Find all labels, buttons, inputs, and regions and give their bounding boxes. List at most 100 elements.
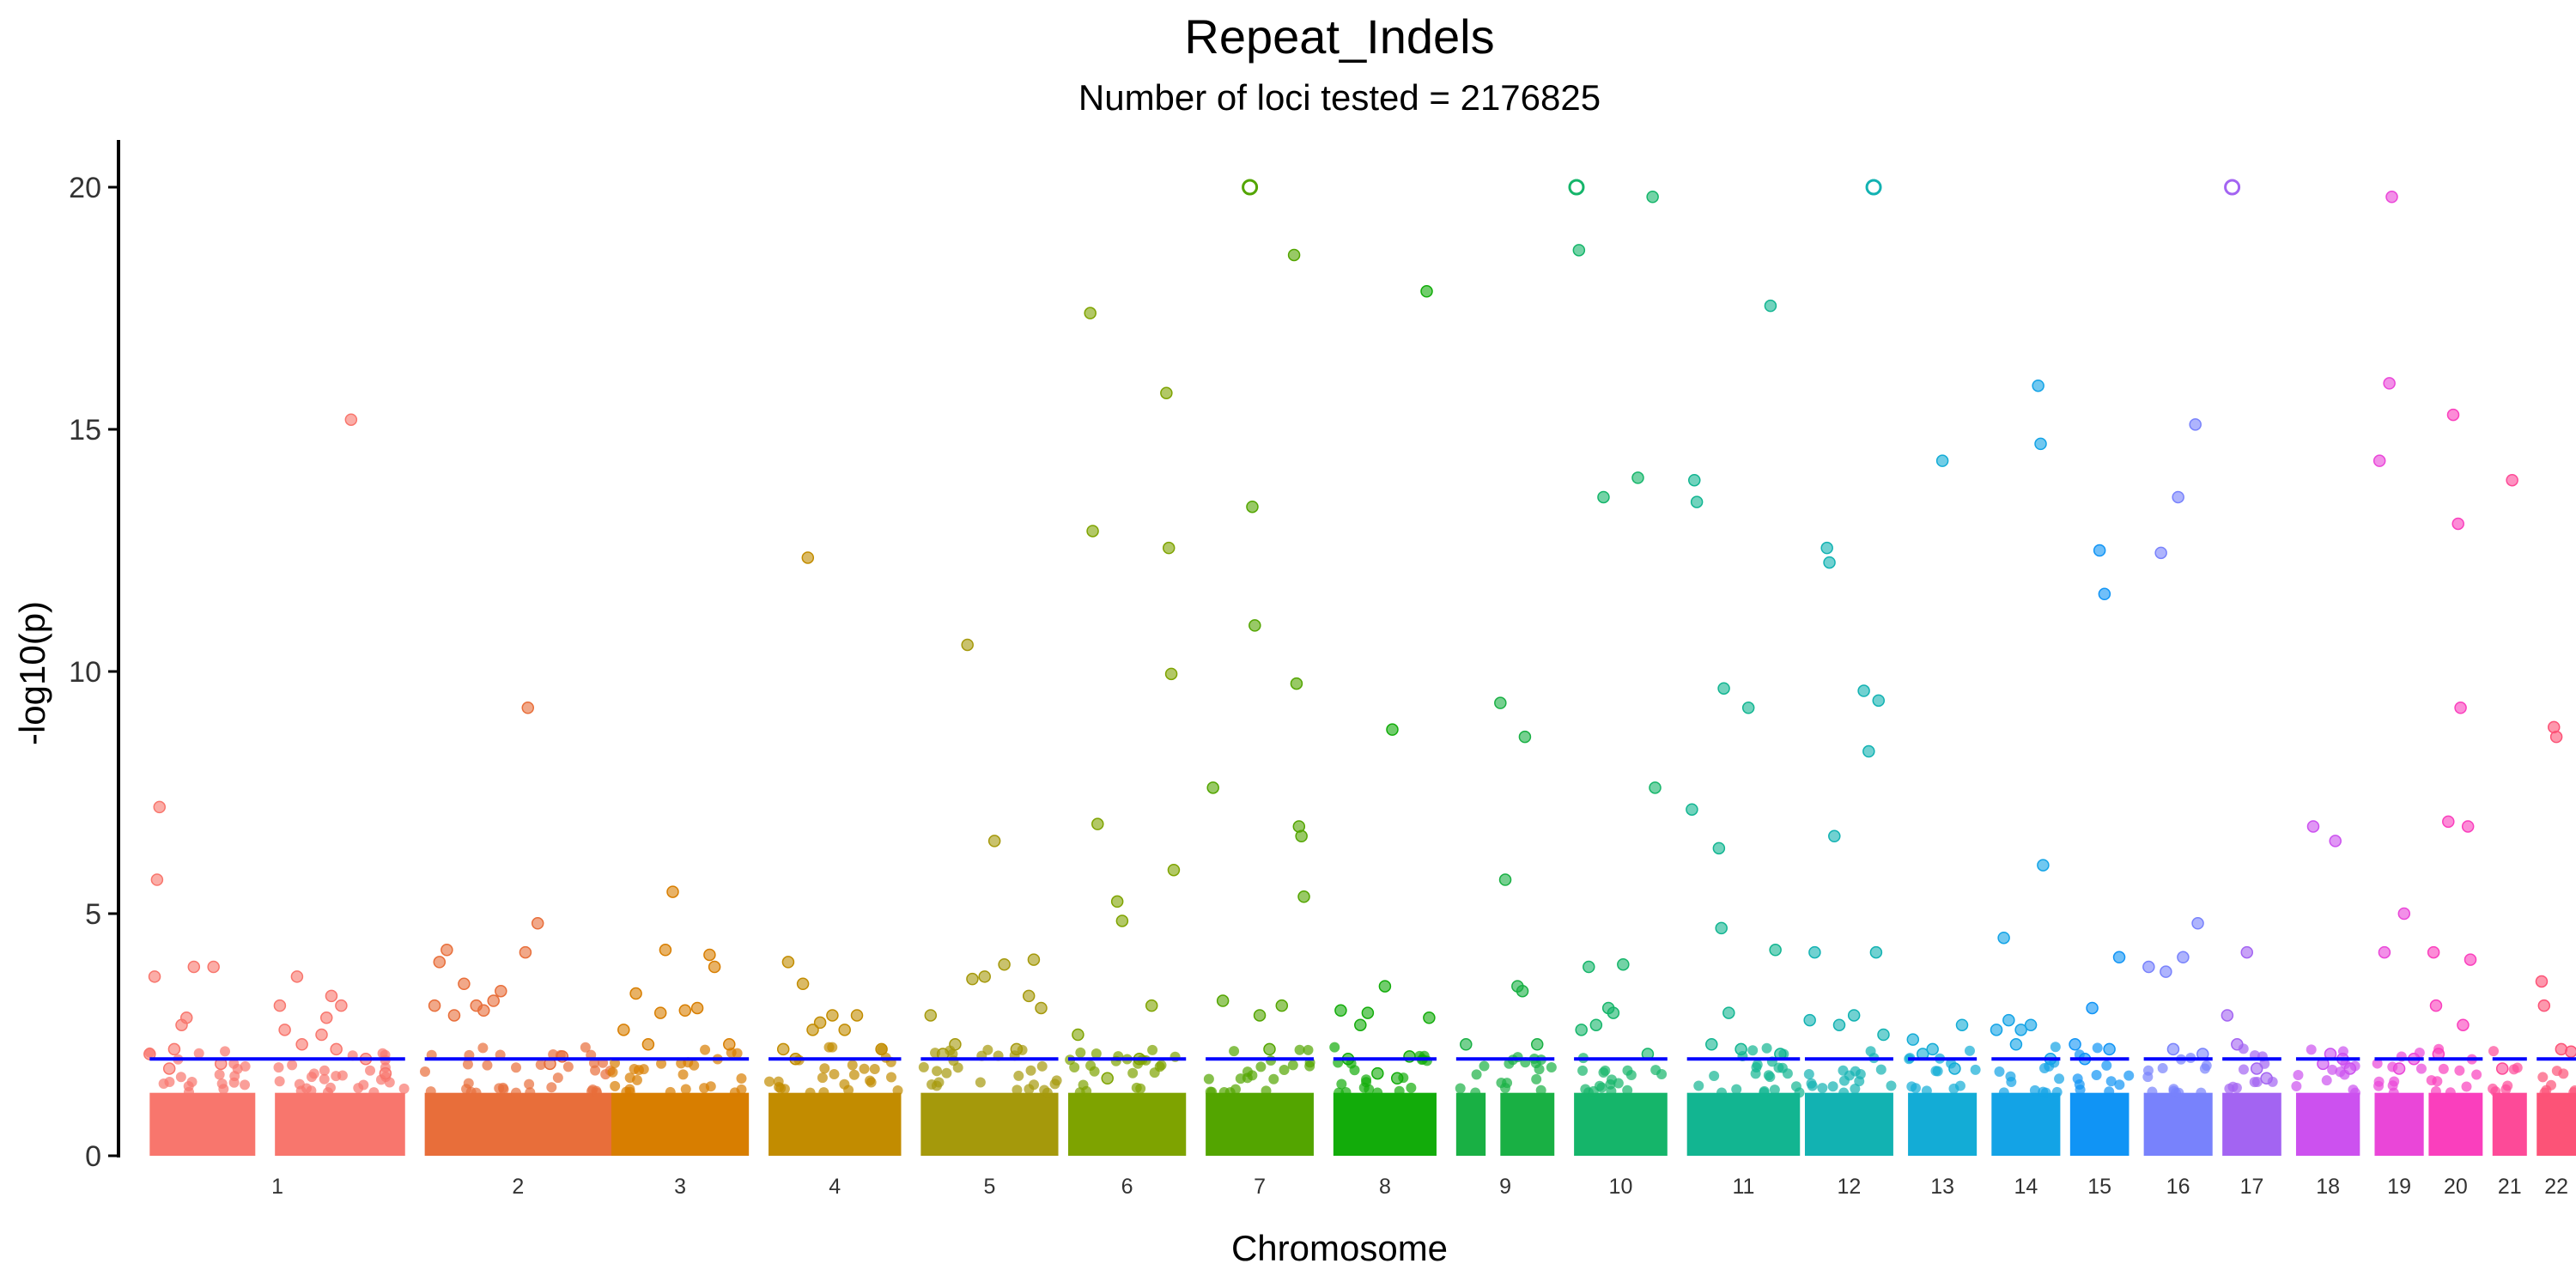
locus-point [1606,1074,1617,1085]
hit-point [319,1012,333,1024]
locus-point [287,1060,298,1071]
locus-point [419,1066,430,1077]
locus-point [1358,1082,1370,1093]
background-loci-band [1804,1092,1893,1156]
locus-point [1287,1060,1298,1071]
locus-point [689,1060,700,1071]
chromosome-4-points [763,551,903,1156]
locus-point [932,1066,943,1077]
hit-point [150,873,164,886]
hit-point [1715,921,1728,935]
locus-point [2072,1073,2083,1084]
locus-point [1203,1073,1214,1084]
locus-point [1294,1044,1305,1055]
hit-point [1769,944,1782,957]
hit-point [2032,379,2044,392]
hit-point [1253,1009,1267,1022]
locus-point [827,1042,838,1053]
locus-point [1012,1084,1023,1096]
locus-point [2038,1063,2050,1074]
hit-point [2429,999,2443,1012]
locus-point [1085,1060,1097,1072]
hit-point [1828,829,1841,843]
hit-point [1808,945,1821,959]
hit-point [1167,863,1181,877]
locus-point [1998,1087,2009,1098]
hit-point [1877,1028,1890,1042]
hit-point [1145,999,1158,1012]
locus-point [591,1085,602,1097]
locus-point [1546,1061,1557,1072]
locus-point [1504,1058,1515,1069]
hit-point [2378,945,2391,959]
locus-point [1970,1064,1981,1075]
x-tick-label: 22 [2544,1175,2568,1199]
hit-point [826,1009,839,1022]
x-tick-label: 9 [1499,1175,1511,1199]
locus-point [319,1065,330,1076]
locus-point [699,1083,710,1094]
hit-point [167,1042,181,1056]
hit-point [678,1004,692,1018]
chromosome-18-points [2291,820,2360,1156]
capped-hit-point [2224,179,2241,196]
x-tick-label: 8 [1379,1175,1391,1199]
locus-point [2415,1063,2427,1074]
locus-point [1580,1084,1591,1095]
locus-point [1911,1083,1922,1094]
chromosome-12-points [1803,179,1897,1156]
chromosome-11-points [1686,299,1805,1156]
background-loci-band [1455,1092,1486,1156]
locus-point [548,1048,559,1060]
locus-point [1334,1087,1345,1098]
chromosome-9-points [1455,696,1557,1156]
locus-point [1769,1084,1780,1096]
locus-point [656,1058,667,1069]
locus-point [1886,1080,1897,1091]
locus-point [368,1087,380,1098]
hit-point [2372,454,2386,467]
y-tick-label: 10 [69,656,101,689]
hit-point [379,1066,392,1080]
plot-area [143,179,2576,1156]
chromosome-16-points [2142,418,2213,1156]
locus-point [1751,1061,1762,1072]
hit-point [2343,1062,2357,1075]
locus-point [2092,1042,2103,1054]
locus-point [607,1066,618,1078]
locus-point [975,1077,986,1088]
locus-point [2251,1076,2263,1087]
hit-point [1583,960,1595,974]
background-loci-band [1206,1092,1314,1156]
locus-point [736,1073,747,1084]
hit-point [2098,587,2111,601]
locus-point [1817,1083,1828,1094]
locus-point [1147,1044,1158,1055]
locus-point [2373,1080,2385,1091]
locus-point [1255,1061,1267,1072]
hit-point [1690,495,1704,508]
hit-point [1572,244,1586,257]
hit-point [1722,1006,1735,1019]
locus-point [847,1060,858,1071]
locus-point [1921,1085,1932,1097]
hit-point [781,956,795,969]
hit-point [1010,1042,1024,1056]
locus-point [1268,1073,1279,1084]
hit-point [1249,619,1261,632]
locus-point [2461,1081,2472,1092]
locus-point [525,1087,536,1098]
hit-point [1688,473,1701,487]
background-loci-band [1991,1092,2061,1156]
background-loci-band [2537,1092,2576,1156]
hit-point [2495,1062,2509,1075]
chromosome-13-points [1904,454,1981,1156]
hit-point [2142,960,2155,974]
locus-point [482,1060,493,1071]
hit-point [2442,815,2455,829]
hit-point [1378,980,1392,993]
hit-point [1035,1001,1048,1015]
locus-point [676,1058,687,1069]
locus-point [1844,1070,1855,1081]
x-tick-label: 6 [1121,1175,1133,1199]
